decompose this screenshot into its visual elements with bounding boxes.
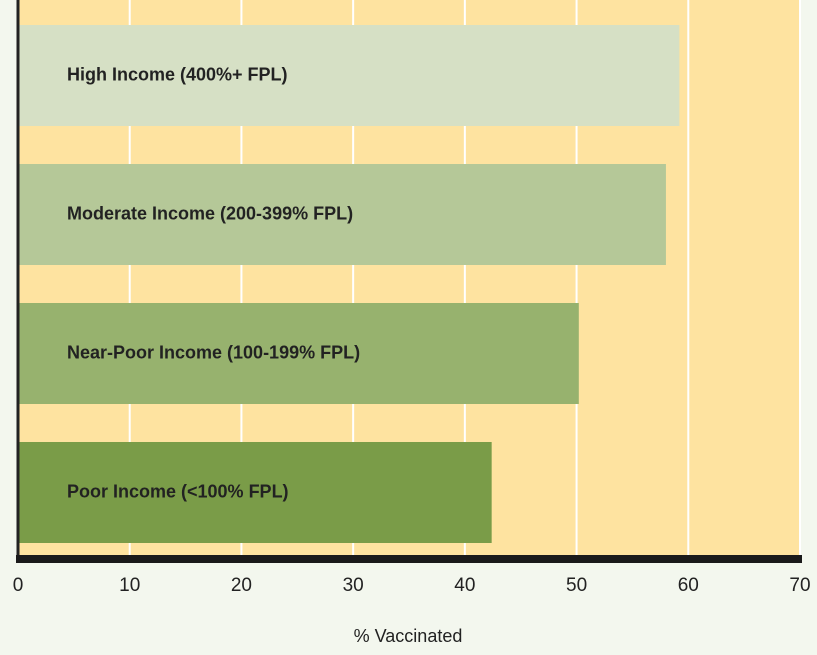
x-tick-label: 60 [678,575,699,596]
bar-label: Near-Poor Income (100-199% FPL) [67,342,360,362]
x-tick-label: 50 [566,575,587,596]
x-tick-label: 10 [119,575,140,596]
bar-label: Poor Income (<100% FPL) [67,481,289,501]
bar [18,25,680,126]
x-tick-label: 0 [13,575,24,596]
bar [18,442,492,543]
x-tick-label: 20 [231,575,252,596]
x-tick-label: 40 [454,575,475,596]
bar-label: Moderate Income (200-399% FPL) [67,203,353,223]
x-axis-title: % Vaccinated [354,626,463,646]
bar [18,303,579,404]
bar-label: High Income (400%+ FPL) [67,64,288,84]
bar [18,164,666,265]
x-tick-label: 30 [343,575,364,596]
x-tick-label: 70 [789,575,810,596]
